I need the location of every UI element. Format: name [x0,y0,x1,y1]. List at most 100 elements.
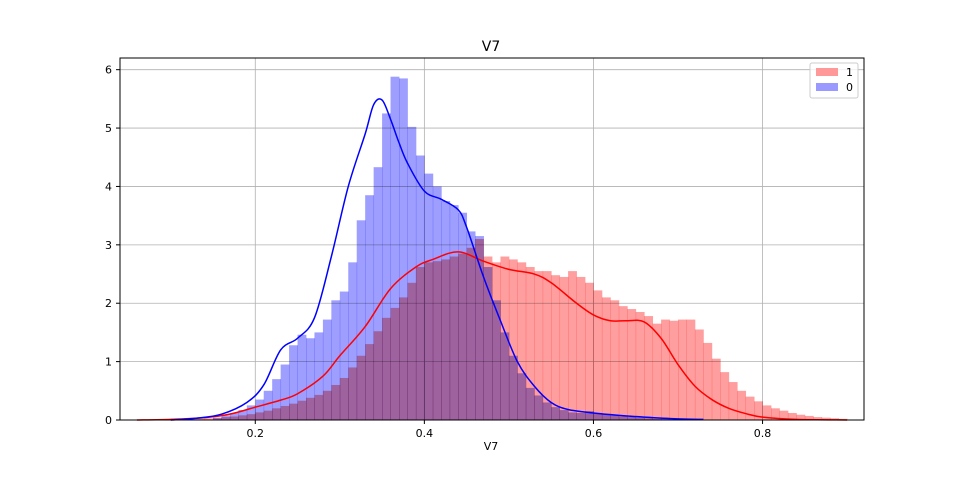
x-axis-label: V7 [484,440,499,453]
plot-frame [119,57,865,421]
hist-bar-series-0 [246,405,256,420]
hist-bar-series-0 [635,417,645,420]
hist-bar-series-1 [694,329,704,420]
hist-bar-series-1 [796,414,806,420]
hist-bar-series-1 [542,271,552,420]
hist-bar-series-1 [762,405,772,420]
hist-bar-series-0 [356,220,366,420]
hist-bar-series-1 [204,418,214,420]
hist-bar-series-1 [787,412,797,420]
hist-bar-series-1 [711,358,721,420]
hist-bar-series-1 [652,323,662,420]
hist-bar-series-1 [720,372,730,420]
hist-bar-series-0 [508,355,518,420]
hist-bar-series-0 [576,412,586,420]
x-tick-label: 0.2 [247,427,265,440]
hist-bar-series-0 [373,167,383,420]
hist-bar-series-0 [382,113,391,420]
hist-bar-series-0 [500,332,510,420]
hist-bar-series-0 [272,379,282,420]
hist-bar-series-1 [745,396,755,420]
hist-bar-series-0 [441,201,451,420]
hist-bar-series-0 [432,186,442,420]
y-tick-label: 4 [105,180,112,193]
hist-bar-series-0 [424,173,434,420]
hist-bar-series-0 [585,411,594,420]
hist-bar-series-0 [551,407,561,420]
hist-bar-series-1 [576,276,586,420]
y-tick-label: 0 [105,414,112,427]
hist-bar-series-1 [644,316,654,420]
hist-bar-series-0 [365,195,375,420]
legend: 1 0 [809,62,859,99]
hist-bar-series-0 [280,364,290,420]
hist-bar-series-0 [644,418,654,420]
hist-bar-series-1 [821,417,831,420]
hist-bar-series-0 [542,402,552,420]
hist-bar-series-1 [593,290,603,420]
hist-bar-series-0 [534,395,544,420]
hist-bar-series-1 [804,415,814,420]
hist-bar-series-1 [686,319,696,420]
hist-bar-series-0 [390,76,400,420]
y-tick-label: 1 [105,356,112,369]
y-tick-label: 2 [105,297,112,310]
x-tick-label: 0.8 [754,427,772,440]
hist-bar-series-1 [728,382,738,420]
hist-bar-series-1 [737,390,747,420]
hist-bar-series-0 [601,414,611,420]
x-tick-label: 0.4 [416,427,434,440]
hist-bar-series-0 [661,418,670,420]
hist-bar-series-0 [475,236,484,420]
kde-line-series-1 [136,251,848,421]
hist-bar-series-1 [559,276,569,420]
hist-bar-series-0 [238,410,248,420]
y-tick-label: 5 [105,122,112,135]
hist-bar-series-0 [627,417,637,420]
hist-bar-series-1 [813,417,823,420]
hist-bar-series-1 [618,306,628,420]
hist-bar-series-1 [601,297,611,420]
hist-bar-series-1 [830,418,840,420]
hist-bar-series-1 [771,408,780,420]
hist-bar-series-1 [661,319,670,420]
y-axis-ticks: 0 1 2 3 4 5 6 [105,64,120,427]
hist-bar-series-1 [525,267,535,420]
hist-bar-series-0 [492,300,501,420]
legend-swatch-series-1 [816,68,838,76]
hist-bar-series-0 [593,412,603,420]
hist-bar-series-1 [754,401,763,420]
hist-bar-series-0 [229,412,239,420]
hist-bar-series-0 [652,418,662,420]
hist-bar-series-0 [517,373,527,420]
histogram-layer [170,76,848,420]
hist-bar-series-0 [213,417,222,420]
hist-bar-series-0 [289,345,298,420]
hist-bar-series-0 [618,416,628,420]
hist-bar-series-1 [517,262,527,420]
hist-bar-series-1 [635,311,645,420]
hist-bar-series-1 [187,418,197,420]
hist-bar-series-1 [551,275,561,420]
hist-bar-series-1 [508,259,518,420]
hist-bar-series-1 [669,320,679,420]
kde-curve-layer [136,98,848,421]
x-tick-label: 0.6 [585,427,603,440]
hist-bar-series-0 [255,399,265,420]
y-tick-label: 3 [105,239,112,252]
hist-bar-series-0 [466,231,476,420]
chart-title: V7 [482,39,500,55]
hist-bar-series-1 [703,342,713,420]
hist-bar-series-0 [306,338,315,420]
hist-bar-series-0 [568,412,577,420]
hist-bar-series-0 [415,155,425,420]
kde-line-series-0 [170,98,704,421]
x-axis-ticks: 0.2 0.4 0.6 0.8 [247,420,772,440]
hist-bar-series-1 [568,271,577,420]
hist-bar-series-0 [525,387,535,420]
hist-bar-series-0 [449,205,459,420]
legend-swatch-series-0 [816,83,838,91]
hist-bar-series-1 [627,309,637,420]
hist-bar-series-1 [610,300,620,420]
